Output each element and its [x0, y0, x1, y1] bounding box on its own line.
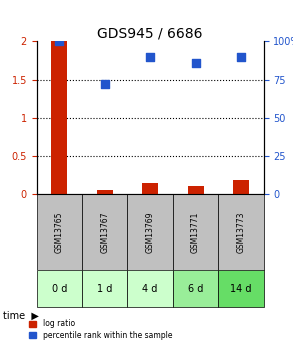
Text: GSM13773: GSM13773: [236, 211, 246, 253]
FancyBboxPatch shape: [127, 270, 173, 307]
Text: 6 d: 6 d: [188, 284, 203, 294]
Point: [193, 60, 198, 66]
Text: 4 d: 4 d: [142, 284, 158, 294]
Text: GSM13769: GSM13769: [146, 211, 155, 253]
FancyBboxPatch shape: [37, 194, 82, 270]
Text: GSM13767: GSM13767: [100, 211, 109, 253]
Title: GDS945 / 6686: GDS945 / 6686: [97, 26, 203, 40]
Bar: [51, 41, 67, 194]
Point: [103, 81, 107, 87]
FancyBboxPatch shape: [82, 270, 127, 307]
FancyBboxPatch shape: [173, 194, 218, 270]
Text: GSM13771: GSM13771: [191, 211, 200, 253]
Legend: log ratio, percentile rank within the sample: log ratio, percentile rank within the sa…: [27, 318, 173, 341]
Bar: [188, 186, 204, 194]
Point: [148, 54, 152, 59]
Bar: [97, 190, 113, 194]
Point: [239, 54, 243, 59]
FancyBboxPatch shape: [173, 270, 218, 307]
FancyBboxPatch shape: [37, 270, 82, 307]
FancyBboxPatch shape: [127, 194, 173, 270]
Text: 1 d: 1 d: [97, 284, 113, 294]
Text: 14 d: 14 d: [230, 284, 252, 294]
Text: GSM13765: GSM13765: [55, 211, 64, 253]
FancyBboxPatch shape: [218, 270, 264, 307]
Text: time  ▶: time ▶: [3, 311, 39, 321]
FancyBboxPatch shape: [218, 194, 264, 270]
Point: [57, 39, 62, 44]
Bar: [142, 183, 158, 194]
Bar: [233, 180, 249, 194]
Text: 0 d: 0 d: [52, 284, 67, 294]
FancyBboxPatch shape: [82, 194, 127, 270]
